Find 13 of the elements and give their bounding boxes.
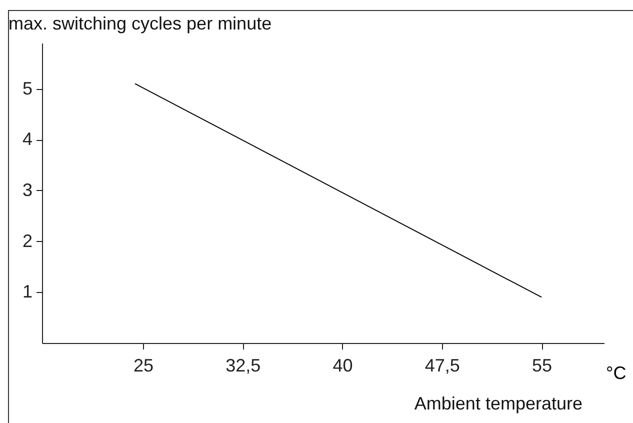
y-tick-label: 5 bbox=[22, 78, 32, 98]
x-tick-label: 55 bbox=[532, 356, 552, 376]
x-axis-title: Ambient temperature bbox=[414, 394, 582, 414]
y-tick-label: 1 bbox=[22, 282, 32, 302]
y-tick-label: 2 bbox=[22, 230, 32, 251]
y-tick-label: 3 bbox=[22, 180, 32, 200]
y-axis-title: max. switching cycles per minute bbox=[8, 14, 272, 34]
text: °C bbox=[606, 363, 626, 383]
x-tick-label: 47,5 bbox=[424, 356, 460, 376]
x-tick-label: 40 bbox=[332, 356, 353, 376]
y-tick-label: 4 bbox=[22, 129, 32, 150]
x-tick-label: 32,5 bbox=[226, 356, 261, 376]
x-tick-label: 25 bbox=[133, 356, 154, 376]
